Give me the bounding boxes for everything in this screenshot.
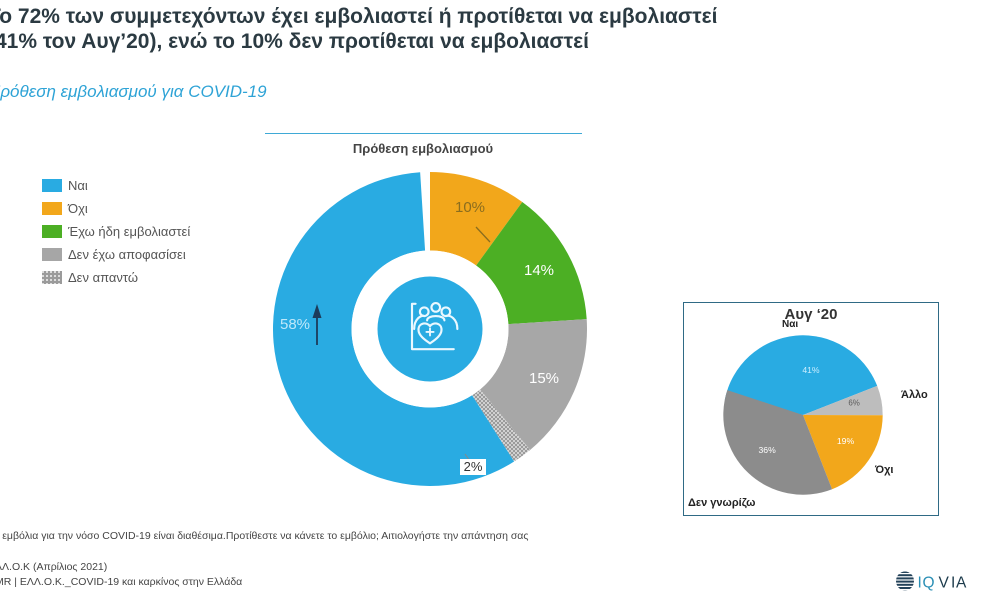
svg-text:58%: 58% (279, 316, 309, 333)
svg-text:V: V (939, 575, 950, 592)
svg-text:I: I (951, 575, 955, 592)
svg-text:15%: 15% (528, 370, 558, 387)
svg-text:10%: 10% (454, 199, 484, 216)
svg-text:14%: 14% (523, 262, 553, 279)
svg-text:A: A (956, 575, 967, 592)
svg-text:Q: Q (923, 575, 935, 592)
svg-text:I: I (918, 575, 922, 592)
svg-text:41%: 41% (802, 365, 820, 375)
svg-text:6%: 6% (848, 399, 860, 408)
svg-text:36%: 36% (759, 445, 777, 455)
svg-text:19%: 19% (837, 436, 855, 446)
